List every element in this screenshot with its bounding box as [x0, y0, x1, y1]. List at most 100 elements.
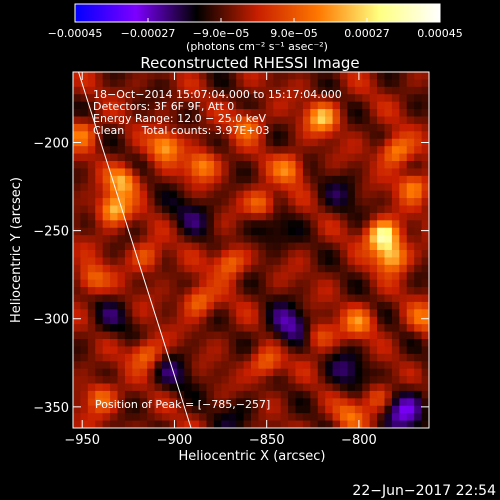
heatmap-cell: [132, 331, 141, 340]
heatmap-cell: [117, 390, 126, 399]
heatmap-cell: [325, 72, 333, 80]
heatmap-cell: [362, 190, 371, 199]
heatmap-cell: [377, 346, 385, 355]
heatmap-cell: [340, 101, 348, 110]
heatmap-cell: [406, 250, 415, 258]
heatmap-cell: [117, 353, 126, 362]
heatmap-cell: [169, 250, 178, 258]
heatmap-cell: [124, 86, 133, 95]
heatmap-cell: [295, 294, 304, 303]
heatmap-cell: [347, 242, 356, 251]
heatmap-cell: [354, 198, 363, 206]
heatmap-cell: [288, 235, 296, 243]
heatmap-cell: [139, 242, 148, 251]
heatmap-cell: [176, 79, 185, 88]
heatmap-cell: [295, 383, 304, 392]
heatmap-cell: [221, 420, 230, 428]
heatmap-cell: [414, 220, 422, 229]
heatmap-cell: [110, 331, 118, 340]
heatmap-cell: [347, 272, 356, 281]
heatmap-cell: [332, 183, 341, 192]
heatmap-cell: [154, 116, 163, 125]
heatmap-cell: [280, 190, 289, 199]
heatmap-cell: [362, 368, 371, 377]
heatmap-cell: [340, 368, 348, 377]
heatmap-cell: [221, 390, 230, 399]
heatmap-cell: [251, 346, 259, 355]
heatmap-cell: [288, 324, 296, 332]
heatmap-cell: [332, 339, 341, 347]
heatmap-cell: [325, 190, 333, 199]
heatmap-cell: [251, 146, 259, 154]
heatmap-cell: [325, 420, 333, 428]
heatmap-cell: [325, 79, 333, 88]
heatmap-cell: [228, 398, 237, 407]
heatmap-cell: [302, 301, 311, 310]
heatmap-cell: [176, 250, 185, 258]
chart-title: Reconstructed RHESSI Image: [140, 54, 359, 72]
heatmap-cell: [236, 198, 244, 206]
heatmap-cell: [102, 368, 111, 377]
heatmap-cell: [102, 86, 111, 95]
heatmap-cell: [265, 272, 274, 281]
heatmap-cell: [162, 405, 170, 414]
heatmap-cell: [191, 264, 200, 273]
heatmap-cell: [258, 309, 267, 318]
heatmap-cell: [332, 242, 341, 251]
heatmap-cell: [102, 101, 111, 110]
heatmap-cell: [117, 220, 126, 229]
heatmap-cell: [280, 153, 289, 162]
heatmap-cell: [132, 287, 141, 295]
heatmap-cell: [421, 109, 429, 117]
heatmap-cell: [147, 205, 155, 214]
heatmap-cell: [154, 420, 163, 428]
heatmap-cell: [273, 161, 282, 169]
heatmap-cell: [176, 101, 185, 110]
heatmap-cell: [228, 242, 237, 251]
heatmap-cell: [110, 86, 118, 95]
heatmap-cell: [347, 420, 356, 428]
heatmap-cell: [213, 227, 222, 236]
heatmap-cell: [354, 346, 363, 355]
heatmap-cell: [213, 279, 222, 288]
heatmap-cell: [295, 138, 304, 147]
heatmap-cell: [340, 324, 348, 332]
heatmap-cell: [199, 146, 207, 154]
heatmap-cell: [95, 101, 104, 110]
heatmap-cell: [236, 301, 244, 310]
heatmap-cell: [384, 294, 393, 303]
heatmap-cell: [117, 94, 126, 103]
heatmap-cell: [243, 309, 252, 318]
heatmap-cell: [295, 146, 304, 154]
heatmap-cell: [184, 301, 193, 310]
heatmap-cell: [184, 353, 193, 362]
heatmap-cell: [302, 257, 311, 266]
heatmap-cell: [199, 72, 207, 80]
heatmap-cell: [399, 79, 408, 88]
heatmap-cell: [354, 101, 363, 110]
heatmap-cell: [280, 175, 289, 184]
heatmap-cell: [199, 227, 207, 236]
heatmap-cell: [258, 86, 267, 95]
heatmap-cell: [132, 175, 141, 184]
heatmap-cell: [73, 220, 81, 229]
heatmap-cell: [317, 420, 326, 428]
heatmap-cell: [124, 138, 133, 147]
heatmap-cell: [80, 398, 89, 407]
heatmap-cell: [265, 390, 274, 399]
heatmap-cell: [332, 138, 341, 147]
heatmap-cell: [332, 279, 341, 288]
heatmap-cell: [265, 353, 274, 362]
heatmap-cell: [117, 331, 126, 340]
heatmap-cell: [340, 146, 348, 154]
heatmap-cell: [310, 264, 319, 273]
heatmap-cell: [199, 383, 207, 392]
heatmap-cell: [362, 383, 371, 392]
heatmap-cell: [95, 413, 104, 421]
heatmap-cell: [391, 183, 400, 192]
heatmap-cell: [399, 168, 408, 177]
heatmap-cell: [251, 168, 259, 177]
heatmap-cell: [73, 183, 81, 192]
heatmap-cell: [169, 257, 178, 266]
heatmap-cell: [302, 212, 311, 221]
